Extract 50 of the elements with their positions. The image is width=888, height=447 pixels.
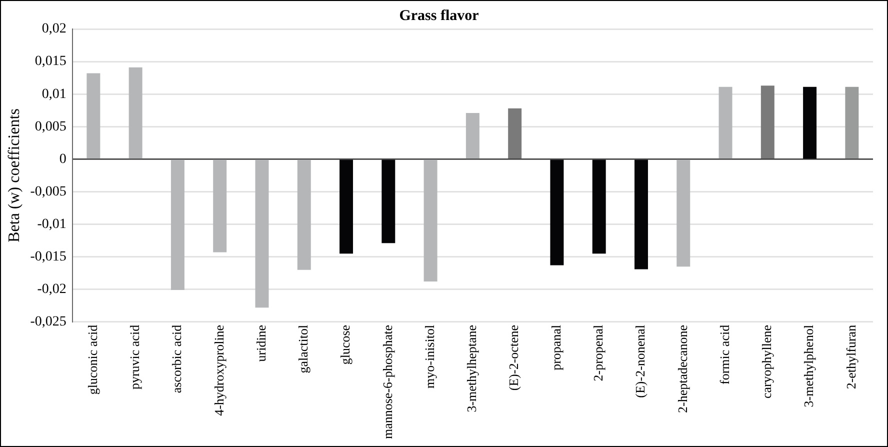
x-tick-label: ascorbic acid — [169, 324, 184, 394]
x-tick-label: uridine — [253, 324, 268, 362]
y-axis-title: Beta (w) coefficients — [6, 108, 23, 242]
bar — [718, 86, 732, 159]
x-tick-label: gluconic acid — [84, 324, 100, 395]
y-tick-label: 0,005 — [34, 119, 66, 134]
x-tick-label: caryophyllene — [759, 324, 774, 399]
x-tick-label: pyruvic acid — [126, 324, 142, 390]
y-tick-label: 0,015 — [34, 54, 66, 70]
y-tick-label: 0,02 — [42, 22, 66, 37]
x-tick-label: (E)-2-octene — [506, 324, 522, 391]
bar — [508, 108, 522, 159]
y-tick-label: -0,01 — [37, 216, 66, 232]
x-tick-label: myo-inisitol — [422, 324, 437, 388]
x-tick-label: formic acid — [716, 324, 732, 384]
bar — [466, 112, 480, 159]
x-tick-label: 4-hydroxyproline — [211, 324, 226, 416]
bar — [213, 160, 227, 252]
x-tick-label: 2-heptadecanone — [674, 324, 690, 413]
y-tick-label: -0,025 — [30, 314, 66, 330]
x-tick-label: propanal — [548, 324, 564, 370]
x-tick-label: galactitol — [296, 324, 311, 374]
y-tick-label: -0,015 — [30, 250, 66, 264]
chart-title: Grass flavor — [399, 8, 480, 24]
x-tick-label: mannose-6-phosphate — [380, 324, 395, 440]
x-tick-label: 3-methylphenol — [801, 324, 816, 408]
bar — [424, 160, 438, 282]
bar — [803, 86, 817, 159]
bar — [255, 160, 269, 308]
bar — [297, 160, 311, 270]
bar — [592, 160, 606, 254]
bar — [170, 160, 184, 290]
x-tick-label: 2-propenal — [590, 324, 606, 382]
x-tick-label: 2-ethylfuran — [843, 324, 858, 390]
y-tick-label: -0,005 — [30, 184, 66, 200]
bar — [676, 160, 690, 267]
y-tick-label: 0 — [59, 152, 66, 167]
x-tick-label: glucose — [338, 324, 353, 365]
bar — [550, 160, 564, 266]
bar — [340, 160, 354, 254]
bar — [86, 73, 100, 159]
x-tick-label: 3-methylheptane — [464, 324, 480, 412]
y-tick-label: 0,01 — [42, 86, 66, 102]
y-tick-label: -0,02 — [37, 282, 66, 298]
bar — [128, 67, 142, 159]
bar — [634, 160, 648, 270]
bar — [845, 86, 859, 159]
x-tick-label: (E)-2-nonenal — [632, 324, 648, 398]
bar — [382, 160, 396, 244]
bar — [760, 86, 774, 159]
